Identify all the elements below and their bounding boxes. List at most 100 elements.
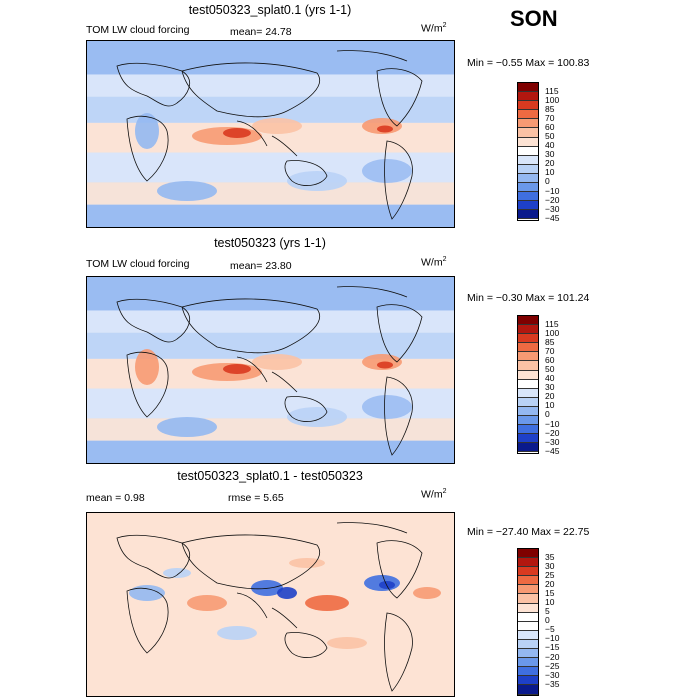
- field-patch: [187, 595, 227, 611]
- coastline: [236, 356, 298, 393]
- colorbar-swatch: [518, 361, 538, 371]
- colorbar-tick-label: −30: [545, 203, 560, 214]
- field-band: [87, 440, 454, 463]
- field-patch: [413, 587, 441, 599]
- field-band: [87, 74, 454, 97]
- colorbar-tick-label: −10: [545, 633, 560, 644]
- colorbar-tick-label: 60: [545, 121, 555, 132]
- coastline: [284, 396, 328, 422]
- colorbar-swatch: [518, 685, 538, 695]
- colorbar-swatch: [518, 649, 538, 659]
- field-patch: [135, 349, 159, 385]
- colorbar-tick-label: 100: [545, 327, 560, 338]
- colorbar-tick-label: 40: [545, 373, 555, 384]
- colorbar-swatch: [518, 334, 538, 344]
- field-patch: [289, 558, 325, 568]
- field-patch: [277, 587, 297, 599]
- field-band: [87, 204, 454, 227]
- colorbar-swatch: [518, 594, 538, 604]
- colorbar-tick-label: −30: [545, 436, 560, 447]
- panel-2-variable: TOM LW cloud forcing: [86, 258, 190, 270]
- colorbar-swatch: [518, 201, 538, 211]
- coastline: [116, 62, 191, 107]
- field-patch: [252, 354, 302, 370]
- panel-1-variable: TOM LW cloud forcing: [86, 24, 190, 36]
- colorbar-tick-label: −35: [545, 678, 560, 689]
- colorbar-tick-label: −25: [545, 660, 560, 671]
- colorbar-tick-label: 30: [545, 382, 555, 393]
- colorbar-swatch: [518, 316, 538, 326]
- panel-1-colorbar: [517, 82, 539, 221]
- panel-1-minmax: Min = −0.55 Max = 100.83: [467, 57, 590, 69]
- coastline: [384, 612, 413, 692]
- colorbar-swatch: [518, 128, 538, 138]
- colorbar-swatch: [518, 388, 538, 398]
- colorbar-tick-label: −20: [545, 427, 560, 438]
- colorbar-tick-label: 25: [545, 569, 555, 580]
- colorbar-tick-label: 115: [545, 318, 559, 329]
- colorbar-tick-label: −5: [545, 624, 555, 635]
- colorbar-swatch: [518, 612, 538, 622]
- field-patch: [287, 171, 347, 191]
- panel-1-mean: mean= 24.78: [230, 26, 292, 38]
- colorbar-swatch: [518, 101, 538, 111]
- field-band: [87, 182, 454, 205]
- colorbar-swatch: [518, 603, 538, 613]
- colorbar-swatch: [518, 119, 538, 129]
- coastline: [181, 62, 320, 118]
- field-patch: [362, 159, 412, 183]
- colorbar-swatch: [518, 425, 538, 435]
- colorbar-swatch: [518, 164, 538, 174]
- panel-1-title: test050323_splat0.1 (yrs 1-1): [188, 3, 352, 17]
- panel-1-units: W/m2: [421, 22, 447, 35]
- colorbar-swatch: [518, 576, 538, 586]
- colorbar-swatch: [518, 146, 538, 156]
- coastline: [126, 115, 169, 182]
- colorbar-tick-label: 50: [545, 364, 555, 375]
- field-patch: [377, 125, 393, 133]
- colorbar-swatch: [518, 397, 538, 407]
- colorbar-swatch: [518, 639, 538, 650]
- panel-1-map: [86, 40, 455, 228]
- colorbar-swatch: [518, 325, 538, 335]
- panel-1-map-field: [87, 41, 454, 227]
- colorbar-tick-label: 70: [545, 345, 555, 356]
- coastline: [116, 298, 191, 343]
- panel-2-map: [86, 276, 455, 464]
- panel-3-colorbar-labels: 35 30 25 20 15 10 5 0 −5 −10 −15 −20 −25 −30 −35: [545, 552, 560, 689]
- coastline: [116, 534, 191, 579]
- coastline: [336, 286, 408, 298]
- colorbar-tick-label: −10: [545, 185, 560, 196]
- colorbar-tick-label: 0: [545, 176, 550, 187]
- colorbar-swatch: [518, 173, 538, 184]
- colorbar-tick-label: 20: [545, 578, 555, 589]
- colorbar-swatch: [518, 370, 538, 380]
- colorbar-swatch: [518, 434, 538, 444]
- colorbar-tick-label: 85: [545, 336, 555, 347]
- panel-2-minmax: Min = −0.30 Max = 101.24: [467, 292, 590, 304]
- field-patch: [362, 395, 412, 419]
- colorbar-swatch: [518, 667, 538, 677]
- colorbar-swatch: [518, 549, 538, 559]
- colorbar-tick-label: 100: [545, 94, 560, 105]
- panel-2-map-field: [87, 277, 454, 463]
- field-patch: [223, 128, 251, 138]
- field-patch: [217, 626, 257, 640]
- coastline: [384, 140, 413, 220]
- colorbar-swatch: [518, 352, 538, 362]
- coastline: [284, 160, 328, 186]
- coastline: [376, 304, 423, 363]
- colorbar-swatch: [518, 621, 538, 631]
- panel-2-mean: mean= 23.80: [230, 260, 292, 272]
- coastline: [336, 522, 408, 534]
- colorbar-tick-label: −20: [545, 651, 560, 662]
- colorbar-swatch: [518, 92, 538, 102]
- coastline: [376, 540, 423, 599]
- colorbar-tick-label: 20: [545, 158, 555, 169]
- colorbar-tick-label: 30: [545, 560, 555, 571]
- coastline: [336, 50, 408, 62]
- colorbar-swatch: [518, 137, 538, 147]
- coastline: [384, 376, 413, 456]
- field-patch: [223, 364, 251, 374]
- colorbar-tick-label: 0: [545, 615, 550, 626]
